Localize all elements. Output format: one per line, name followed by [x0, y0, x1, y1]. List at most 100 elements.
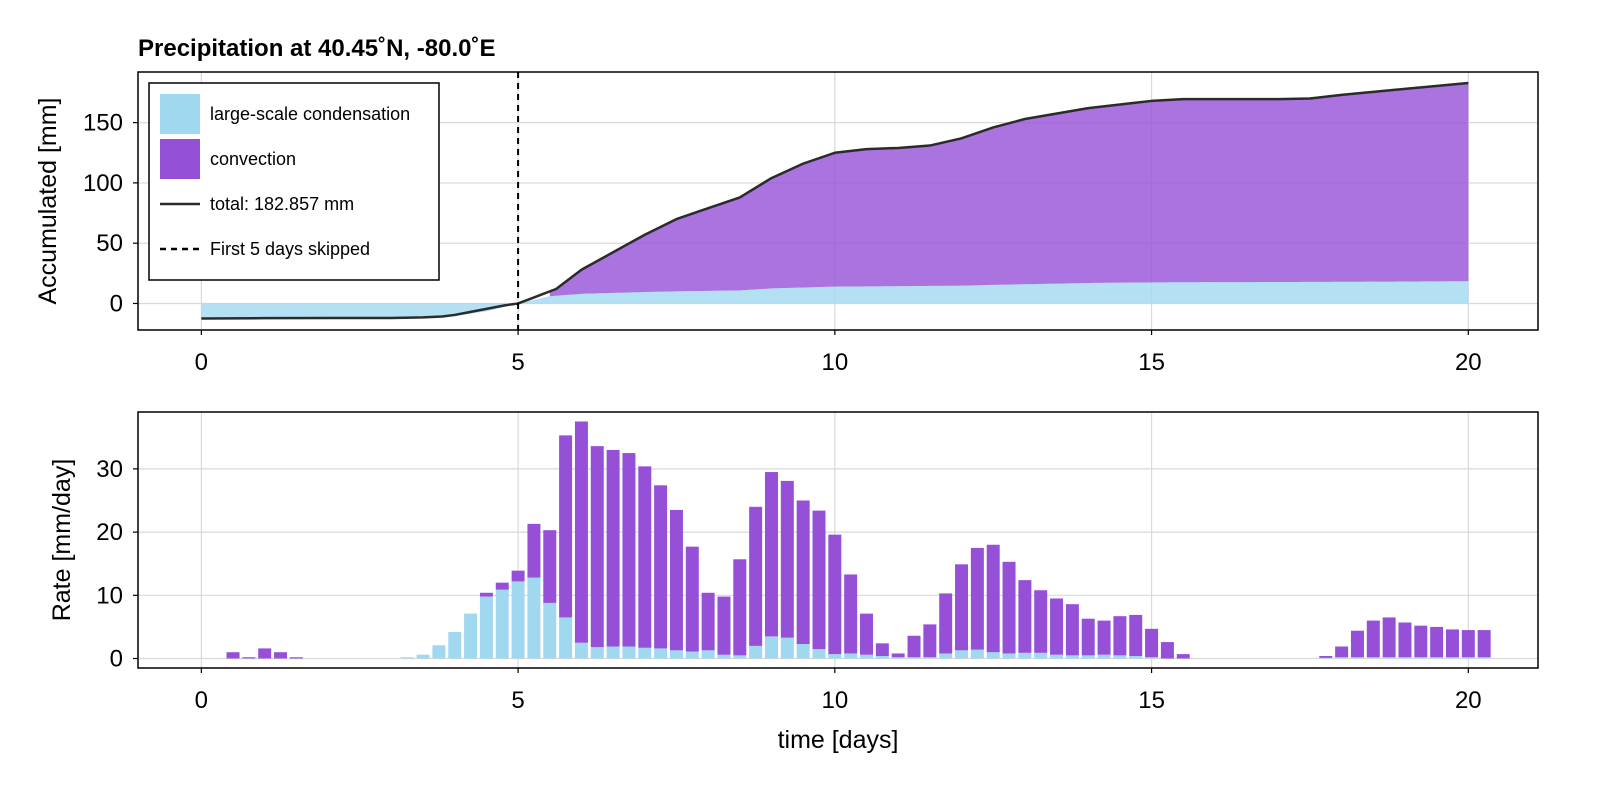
bar-convection [891, 653, 905, 658]
rate-x-tick-label: 0 [195, 687, 208, 714]
legend-swatch [160, 139, 200, 179]
bar-large-scale-condensation [574, 642, 588, 659]
bar-convection [812, 510, 826, 650]
accumulated-x-tick-label: 20 [1455, 349, 1482, 376]
legend-swatch [160, 94, 200, 134]
rate-bars [226, 421, 1491, 659]
bar-large-scale-condensation [828, 654, 842, 659]
bar-large-scale-condensation [907, 657, 921, 659]
bar-large-scale-condensation [464, 613, 478, 659]
bar-convection [527, 523, 541, 578]
bar-large-scale-condensation [970, 649, 984, 659]
bar-large-scale-condensation [400, 657, 414, 659]
bar-large-scale-condensation [955, 650, 969, 659]
bar-large-scale-condensation [638, 647, 652, 659]
accumulated-x-tick-label: 15 [1138, 349, 1165, 376]
bar-convection [1081, 618, 1095, 656]
bar-large-scale-condensation [1366, 657, 1380, 659]
bar-convection [1160, 642, 1174, 659]
bar-convection [1366, 620, 1380, 658]
chart-title: Precipitation at 40.45˚N, -80.0˚E [138, 35, 495, 62]
bar-large-scale-condensation [1461, 657, 1475, 659]
bar-large-scale-condensation [733, 655, 747, 659]
bar-convection [749, 506, 763, 646]
bar-convection [1414, 625, 1428, 658]
bar-large-scale-condensation [764, 636, 778, 659]
accumulated-x-tick-label: 10 [821, 349, 848, 376]
bar-large-scale-condensation [1477, 657, 1491, 659]
bar-convection [495, 582, 509, 590]
bar-convection [685, 546, 699, 652]
accumulated-y-tick-label: 100 [83, 170, 123, 197]
bar-large-scale-condensation [844, 653, 858, 659]
bar-large-scale-condensation [780, 637, 794, 659]
legend: large-scale condensation convection total:… [148, 82, 440, 281]
legend-label: First 5 days skipped [210, 239, 370, 259]
bar-convection [860, 613, 873, 655]
accumulated-y-axis-label: Accumulated [mm] [34, 97, 62, 304]
bar-convection [274, 652, 288, 659]
bar-convection [970, 547, 984, 650]
bar-large-scale-condensation [1430, 657, 1444, 659]
bar-convection [717, 596, 731, 655]
bar-large-scale-condensation [669, 650, 683, 659]
large-scale-condensation-area [201, 281, 1469, 318]
accumulated-panel: 0 5 10 15 20 0 50 100 150 Precipitation at 40.4… [34, 35, 1539, 376]
rate-y-tick-label: 0 [110, 646, 123, 673]
bar-convection [1477, 630, 1491, 658]
bar-convection [907, 635, 921, 658]
bar-convection [479, 592, 493, 597]
bar-convection [875, 643, 889, 656]
bar-large-scale-condensation [685, 651, 699, 659]
legend-label: total: 182.857 mm [210, 194, 354, 214]
rate-y-axis-label: Rate [mm/day] [48, 459, 76, 622]
rate-y-ticks: 0 10 20 30 [96, 456, 138, 673]
bar-convection [1113, 616, 1127, 656]
bar-large-scale-condensation [606, 646, 620, 659]
accumulated-y-tick-label: 150 [83, 110, 123, 137]
bar-convection [939, 593, 953, 654]
bar-large-scale-condensation [749, 645, 763, 659]
bar-large-scale-condensation [416, 654, 430, 659]
bar-large-scale-condensation [923, 657, 937, 659]
bar-large-scale-condensation [986, 652, 1000, 659]
bar-convection [986, 544, 1000, 653]
rate-axes-frame [137, 411, 1539, 669]
bar-convection [844, 574, 858, 654]
bar-convection [764, 472, 778, 637]
bar-convection [622, 453, 636, 647]
rate-panel: 0 5 10 15 20 0 10 20 30 Rate [mm/day] time [day… [48, 411, 1539, 754]
accumulated-series [201, 72, 1469, 330]
bar-convection [1335, 646, 1349, 658]
bar-convection [923, 624, 937, 658]
bar-large-scale-condensation [1129, 655, 1143, 659]
bar-convection [1002, 561, 1016, 654]
bar-large-scale-condensation [559, 617, 573, 659]
rate-x-tick-label: 10 [821, 687, 848, 714]
accumulated-x-tick-label: 0 [195, 349, 208, 376]
accumulated-y-tick-label: 0 [110, 290, 123, 317]
bar-convection [1319, 655, 1333, 658]
rate-x-tick-label: 15 [1138, 687, 1165, 714]
bar-convection [1398, 622, 1412, 658]
bar-large-scale-condensation [1113, 655, 1127, 659]
bar-large-scale-condensation [1414, 657, 1428, 659]
bar-convection [654, 485, 668, 649]
bar-convection [226, 652, 240, 659]
bar-convection [669, 509, 683, 651]
bar-large-scale-condensation [1050, 654, 1064, 659]
bar-convection [638, 466, 652, 648]
accumulated-y-ticks: 0 50 100 150 [83, 110, 138, 317]
bar-large-scale-condensation [1081, 655, 1095, 659]
bar-large-scale-condensation [939, 653, 953, 659]
bar-large-scale-condensation [479, 596, 493, 659]
bar-convection [1350, 630, 1364, 658]
rate-y-tick-label: 30 [96, 456, 123, 483]
bar-large-scale-condensation [590, 647, 604, 659]
bar-large-scale-condensation [1445, 657, 1459, 659]
bar-convection [258, 648, 272, 659]
bar-convection [289, 657, 303, 659]
bar-large-scale-condensation [812, 649, 826, 659]
bar-large-scale-condensation [891, 657, 905, 659]
